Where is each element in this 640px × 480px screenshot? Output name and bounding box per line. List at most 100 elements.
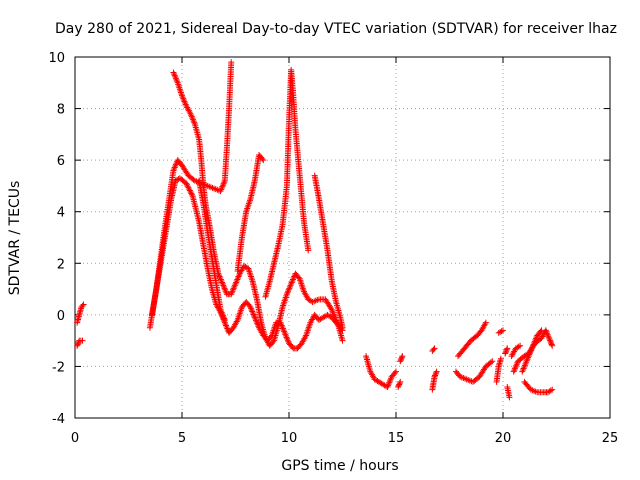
data-point: [283, 334, 290, 341]
data-point: [186, 187, 193, 194]
series-track: [429, 345, 438, 354]
series-track: [452, 358, 496, 385]
data-point: [186, 186, 193, 193]
data-point: [217, 188, 224, 195]
data-point: [249, 310, 256, 317]
data-point: [221, 315, 228, 322]
data-point: [433, 368, 440, 375]
data-point: [398, 355, 405, 362]
data-point: [190, 116, 197, 123]
data-point: [252, 315, 259, 322]
data-point: [528, 345, 535, 352]
chart-title: Day 280 of 2021, Sidereal Day-to-day VTE…: [55, 21, 617, 37]
data-point: [538, 327, 545, 334]
data-point: [511, 365, 518, 372]
data-point: [527, 348, 534, 355]
data-point: [531, 339, 538, 346]
data-point: [286, 283, 293, 290]
data-point: [512, 364, 519, 371]
data-point: [228, 289, 235, 296]
data-point: [218, 277, 225, 284]
data-point: [288, 279, 295, 286]
data-point: [260, 157, 267, 164]
data-point: [190, 118, 197, 125]
data-point: [235, 273, 242, 280]
data-point: [188, 113, 195, 120]
data-point: [396, 381, 403, 388]
data-point: [339, 324, 346, 331]
y-tick-label: 6: [57, 154, 65, 169]
series-track: [397, 353, 406, 365]
data-point: [288, 280, 295, 287]
data-point: [545, 333, 552, 340]
data-point: [526, 350, 533, 357]
data-point: [171, 164, 178, 171]
data-point: [222, 286, 229, 293]
data-point: [287, 282, 294, 289]
data-point: [386, 379, 393, 386]
data-point: [221, 285, 228, 292]
series-track: [519, 327, 545, 375]
data-point: [549, 342, 556, 349]
data-point: [327, 305, 334, 312]
data-point: [236, 272, 243, 279]
data-point: [222, 321, 229, 328]
data-point: [525, 353, 532, 360]
data-point: [220, 283, 227, 290]
data-point: [219, 279, 226, 286]
data-point: [79, 302, 86, 309]
data-point: [218, 308, 225, 315]
data-point: [339, 337, 346, 344]
y-tick-label: 10: [48, 51, 65, 66]
series-track: [74, 301, 87, 326]
data-point: [170, 69, 177, 76]
data-point: [74, 341, 81, 348]
data-points: [74, 59, 556, 401]
data-point: [219, 182, 226, 189]
series-track: [508, 342, 524, 360]
data-point: [219, 312, 226, 319]
axis-ticks: 0 5 10 15 20 25 -4 -2 0 2 4 6 8 10: [48, 51, 618, 446]
data-point: [547, 338, 554, 345]
data-point: [513, 361, 520, 368]
data-point: [217, 306, 224, 313]
data-point: [171, 70, 178, 77]
data-point: [229, 288, 236, 295]
data-point: [220, 180, 227, 187]
y-axis-label: SDTVAR / TECUs: [7, 181, 23, 296]
data-point: [247, 304, 254, 311]
data-point: [545, 334, 552, 341]
data-point: [289, 276, 296, 283]
data-point: [547, 387, 554, 394]
data-point: [183, 181, 190, 188]
data-point: [80, 301, 87, 308]
data-point: [397, 358, 404, 365]
data-point: [180, 97, 187, 104]
data-point: [282, 331, 289, 338]
data-point: [546, 336, 553, 343]
x-tick-label: 25: [602, 431, 619, 446]
x-tick-label: 10: [281, 431, 298, 446]
data-point: [547, 337, 554, 344]
data-point: [533, 335, 540, 342]
series-track: [74, 337, 86, 349]
data-point: [544, 330, 551, 337]
data-point: [286, 285, 293, 292]
series-track: [502, 345, 511, 357]
data-point: [488, 359, 495, 366]
data-point: [222, 288, 229, 295]
series-track: [504, 384, 513, 401]
data-point: [396, 380, 403, 387]
plot-frame: [74, 56, 611, 419]
data-point: [79, 337, 86, 344]
data-point: [511, 367, 518, 374]
data-point: [391, 369, 398, 376]
data-point: [385, 382, 392, 389]
data-point: [430, 346, 437, 353]
data-point: [180, 95, 187, 102]
data-point: [219, 183, 226, 190]
data-point: [234, 275, 241, 282]
data-point: [395, 382, 402, 389]
data-point: [188, 191, 195, 198]
data-point: [220, 314, 227, 321]
